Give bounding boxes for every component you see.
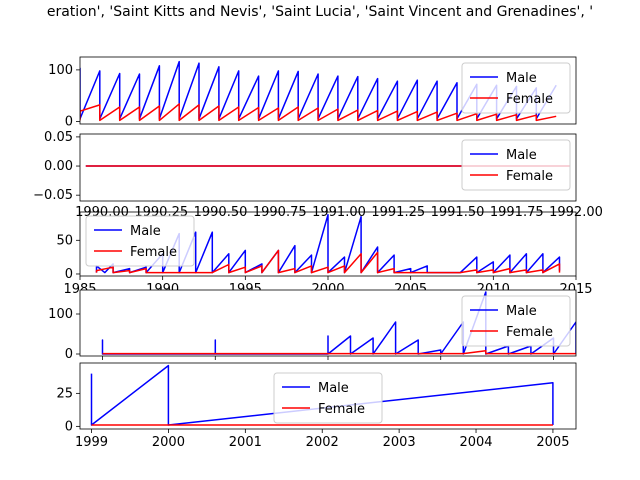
x-tick-label-overlap: 1991.25 (371, 205, 425, 220)
axes-frame (79, 133, 577, 202)
y-tick-label: 100 (48, 63, 73, 78)
x-tick-label: 2005 (536, 435, 569, 450)
x-tick-label: 2004 (459, 435, 492, 450)
legend-box (461, 295, 571, 347)
legend: Male Female (461, 139, 571, 191)
x-tick-label-overlap: 1991.75 (490, 205, 544, 220)
y-tick-label: 0.00 (44, 159, 73, 174)
axes-frame (79, 362, 577, 430)
x-tick-label-overlap: 1990.75 (253, 205, 307, 220)
legend-box (85, 215, 195, 267)
legend-label-male: Male (130, 224, 161, 239)
x-tick-label: 2001 (229, 435, 262, 450)
x-tick-label: 2002 (306, 435, 339, 450)
legend-label-female: Female (130, 245, 177, 260)
subplot-4: 010019952000200520102015MaleFemale (48, 289, 577, 377)
x-tick-label-overlap: 1991.50 (431, 205, 485, 220)
legend-label-male: Male (506, 304, 537, 319)
x-tick-label: 1999 (75, 435, 108, 450)
legend: Male Female (461, 62, 571, 114)
x-tick-label-overlap: 1992.00 (549, 205, 603, 220)
series-line-female (102, 350, 576, 355)
y-tick-label: 100 (48, 307, 73, 322)
figure-title: eration', 'Saint Kitts and Nevis', 'Sain… (46, 4, 594, 20)
legend-label-female: Female (506, 325, 553, 340)
legend-label-female: Female (506, 169, 553, 184)
series-line-male (90, 364, 554, 426)
y-tick-label: 0 (65, 347, 73, 362)
x-tick-label-overlap: 1991.00 (312, 205, 366, 220)
series-line-female (95, 249, 561, 274)
y-tick-label: 0 (65, 419, 73, 434)
subplot-2: 0.05 0.00 −0.05 Male Female (33, 130, 577, 203)
y-tick-label: 25 (56, 386, 73, 401)
legend-box (461, 62, 571, 114)
legend-label-male: Male (318, 381, 349, 396)
subplot-1: 0 100 Male Female (48, 56, 577, 129)
legend-label-male: Male (506, 148, 537, 163)
x-tick-label-overlap: 1990.50 (194, 205, 248, 220)
y-tick-label: −0.05 (33, 188, 73, 203)
subplot-5: 0 25 1999 2000 2001 2002 2003 2004 2005 Male Femal… (56, 362, 577, 450)
y-tick-label: 0 (65, 267, 73, 282)
x-tick-label: 2000 (152, 435, 185, 450)
axes-frame (79, 56, 577, 125)
legend-label-female: Female (318, 402, 365, 417)
legend: Male Female (461, 295, 571, 347)
y-tick-label: 0.05 (44, 130, 73, 145)
x-tick-label: 2003 (383, 435, 416, 450)
legend-box (461, 139, 571, 191)
legend-label-male: Male (506, 71, 537, 86)
y-tick-label: 0 (65, 114, 73, 129)
legend-box (273, 372, 383, 424)
legend: Male Female (273, 372, 383, 424)
legend-label-female: Female (506, 92, 553, 107)
series-line-female (80, 103, 557, 122)
y-tick-label: 50 (56, 233, 73, 248)
legend: Male Female (85, 215, 195, 267)
